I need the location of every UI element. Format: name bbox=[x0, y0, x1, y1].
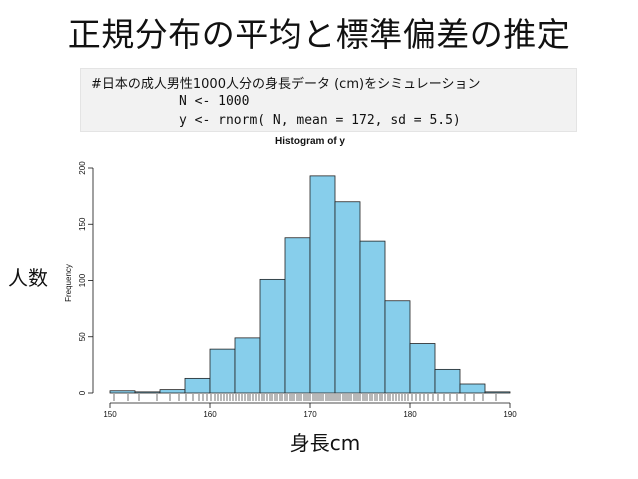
y-tick-label-0: 0 bbox=[78, 390, 87, 395]
histogram-bar-4 bbox=[209, 348, 236, 394]
y-tick-label-2: 100 bbox=[78, 273, 87, 287]
x-tick-label-3: 180 bbox=[403, 410, 417, 419]
histogram-bar-13 bbox=[434, 368, 461, 394]
code-block: #日本の成人男性1000人分の身長データ (cm)をシミュレーション N <- … bbox=[80, 68, 577, 132]
bars-group bbox=[109, 175, 511, 394]
histogram-bar-2 bbox=[159, 389, 186, 394]
y-tick-label-3: 150 bbox=[78, 217, 87, 231]
code-comment: #日本の成人男性1000人分の身長データ (cm)をシミュレーション bbox=[91, 77, 481, 92]
histogram-bar-11 bbox=[384, 300, 411, 394]
histogram-bar-1 bbox=[134, 391, 161, 394]
x-tick-label-2: 170 bbox=[303, 410, 317, 419]
x-tick-label-0: 150 bbox=[103, 410, 117, 419]
histogram-bar-15 bbox=[484, 391, 511, 394]
x-axis: 150 160 170 180 190 bbox=[103, 402, 517, 419]
histogram-bar-9 bbox=[334, 201, 361, 394]
histogram-bar-12 bbox=[409, 343, 436, 394]
y-tick-label-4: 200 bbox=[78, 161, 87, 175]
x-axis-annotation: 身長cm bbox=[289, 431, 361, 455]
y-axis-label: Frequency bbox=[64, 264, 73, 302]
y-axis-annotation: 人数 bbox=[8, 266, 48, 290]
histogram-bar-8 bbox=[309, 175, 336, 394]
code-line-n: N <- 1000 bbox=[179, 94, 250, 109]
histogram-bar-10 bbox=[359, 240, 386, 394]
code-line-rnorm: y <- rnorm( N, mean = 172, sd = 5.5) bbox=[179, 113, 461, 128]
histogram-bar-3 bbox=[184, 377, 211, 394]
slide-title: 正規分布の平均と標準偏差の推定 bbox=[67, 15, 571, 54]
x-tick-label-1: 160 bbox=[203, 410, 217, 419]
histogram-bar-0 bbox=[109, 390, 136, 394]
y-tick-label-1: 50 bbox=[78, 332, 87, 341]
y-axis: 0 50 100 150 200 bbox=[78, 161, 94, 395]
histogram-bar-5 bbox=[234, 337, 261, 394]
histogram-bar-7 bbox=[284, 237, 311, 394]
histogram-bar-14 bbox=[459, 383, 486, 394]
x-tick-label-4: 190 bbox=[503, 410, 517, 419]
rug-group bbox=[113, 394, 497, 401]
histogram-bar-6 bbox=[259, 278, 286, 394]
chart-title: Histogram of y bbox=[274, 136, 345, 147]
